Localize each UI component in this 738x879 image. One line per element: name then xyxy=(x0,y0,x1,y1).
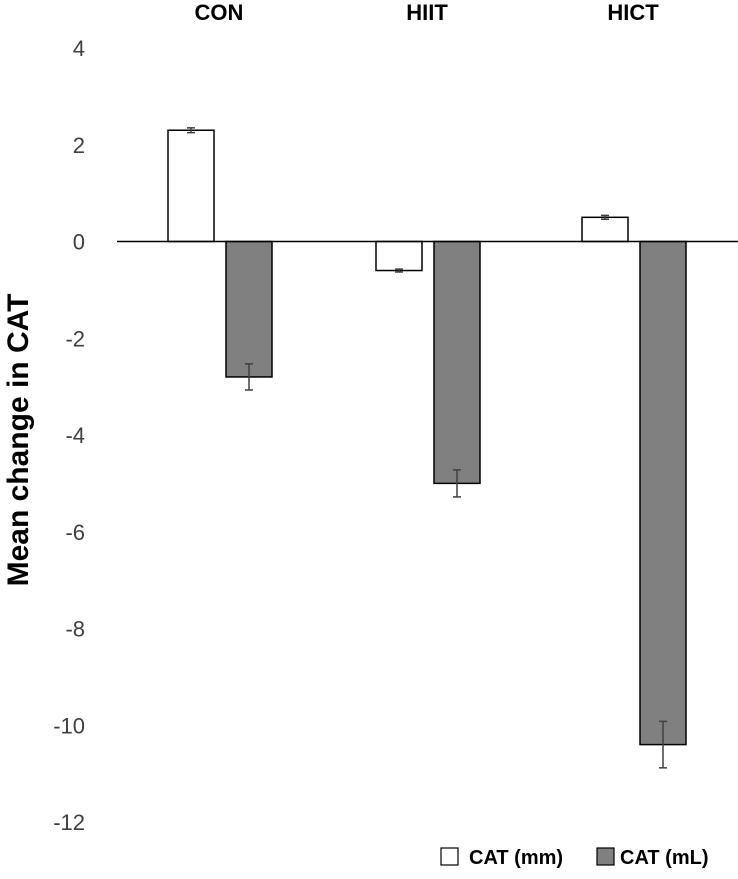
y-tick-label: -6 xyxy=(65,520,85,545)
bar xyxy=(225,240,273,378)
legend-swatch xyxy=(596,847,615,866)
legend-label: CAT (mL) xyxy=(620,847,709,869)
y-tick-label: 2 xyxy=(73,133,85,158)
category-label: HICT xyxy=(607,0,659,25)
y-tick-label: 0 xyxy=(73,230,85,255)
y-tick-label: -10 xyxy=(53,713,85,738)
bar xyxy=(581,216,629,243)
category-label: HIIT xyxy=(406,0,448,25)
category-label: CON xyxy=(195,0,244,25)
legend-swatch xyxy=(440,847,459,866)
legend-label: CAT (mm) xyxy=(469,847,563,869)
bar xyxy=(167,129,215,243)
bar xyxy=(433,240,481,485)
y-tick-label: -12 xyxy=(53,810,85,835)
y-tick-label: 4 xyxy=(73,36,85,61)
bar xyxy=(375,240,423,272)
bar xyxy=(639,240,687,746)
y-tick-label: -2 xyxy=(65,326,85,351)
y-tick-label: -8 xyxy=(65,617,85,642)
y-tick-label: -4 xyxy=(65,423,85,448)
y-axis-title: Mean change in CAT xyxy=(2,294,35,587)
